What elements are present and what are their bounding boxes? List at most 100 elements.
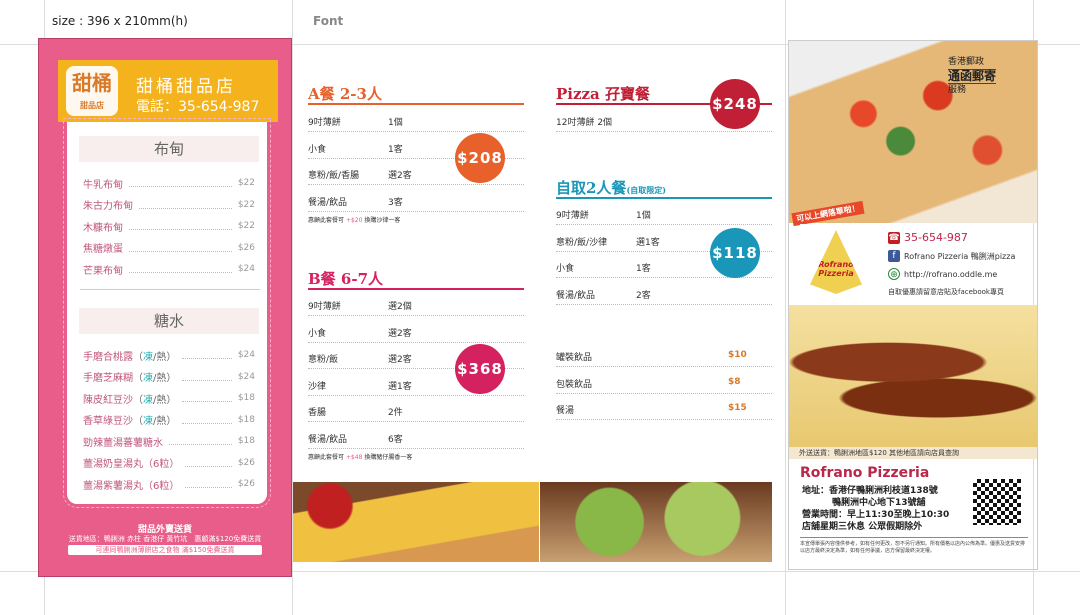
set-row: 小食 1客 xyxy=(308,142,524,159)
temp-option: （凍/熱） xyxy=(133,394,177,406)
drink-row: 罐裝飲品 $10 xyxy=(556,350,772,367)
qr-code[interactable] xyxy=(973,479,1021,525)
item-price: $24 xyxy=(237,264,255,274)
contact-website[interactable]: ⊕ http://rofrano.oddle.me xyxy=(888,268,997,280)
leader-dots xyxy=(129,179,232,187)
set-qty: 3客 xyxy=(388,197,403,208)
section-title: 布甸 xyxy=(79,136,259,162)
set-qty: 選1客 xyxy=(388,381,412,392)
set-item: 意粉/飯/香腸 xyxy=(308,171,360,181)
set-row: 餐湯/飲品 2客 xyxy=(556,288,772,305)
leader-dots xyxy=(185,480,232,488)
set-item: 意粉/飯/沙律 xyxy=(556,237,608,248)
temp-option: （凍/熱） xyxy=(133,416,177,427)
drink-price: $8 xyxy=(728,376,741,387)
dessert-logo: 甜桶 甜品店 xyxy=(66,66,118,116)
menu-item: 牛乳布甸 $22 xyxy=(83,176,255,191)
set-qty: 1個 xyxy=(388,118,403,128)
leader-dots xyxy=(182,373,232,381)
pickup-set-price: $118 xyxy=(710,228,760,278)
item-name: 陳皮紅豆沙 xyxy=(83,394,133,406)
menu-item: 薑湯紫薯湯丸（6粒） $26 xyxy=(83,477,255,492)
guide-line xyxy=(0,571,1080,572)
set-item: 沙律 xyxy=(308,381,327,392)
section-title: 糖水 xyxy=(79,308,259,334)
menu-item: 朱古力布甸 $22 xyxy=(83,198,255,213)
item-name: 手磨芝麻糊 xyxy=(83,373,133,384)
menu-item: 薑湯奶皇湯丸（6粒） $26 xyxy=(83,456,255,471)
leader-dots xyxy=(129,244,232,252)
menu-item: 木糠布甸 $22 xyxy=(83,219,255,234)
shop-name: 甜桶甜品店 xyxy=(136,77,236,97)
drink-row: 包裝飲品 $8 xyxy=(556,377,772,394)
set-qty: 選2客 xyxy=(388,355,412,365)
item-name: 薑湯紫薯湯丸（6粒） xyxy=(83,480,180,492)
set-row: 意粉/飯/沙律 選1客 xyxy=(556,235,772,252)
item-name: 朱古力布甸 xyxy=(83,201,133,212)
item-price: $24 xyxy=(237,371,255,382)
set-a-title: A餐 2-3人 xyxy=(308,85,382,103)
pizzeria-panel xyxy=(788,40,1038,570)
menu-item: 香草綠豆沙 （凍/熱） $18 xyxy=(83,413,255,428)
postal-stamp: 香港郵政 通函郵寄 服務 xyxy=(948,57,997,95)
item-price: $22 xyxy=(237,178,255,188)
leader-dots xyxy=(169,437,232,445)
opening-hours: 營業時間：早上11:30至晚上10:30 xyxy=(802,510,950,520)
set-b-price: $368 xyxy=(455,344,505,394)
set-item: 餐湯/飲品 xyxy=(308,434,348,445)
item-price: $24 xyxy=(237,350,255,360)
divider xyxy=(308,288,524,290)
set-qty: 選2客 xyxy=(388,328,412,339)
leader-dots xyxy=(185,459,232,467)
set-qty: 選2個 xyxy=(388,302,412,312)
globe-icon: ⊕ xyxy=(888,268,900,280)
leader-dots xyxy=(139,201,232,209)
pizza-set-title: Pizza 孖寶餐 xyxy=(556,85,650,103)
facebook-icon: f xyxy=(888,250,900,262)
set-row: 9吋薄餅 1個 xyxy=(308,115,524,132)
contact-facebook[interactable]: f Rofrano Pizzeria 鴨脷洲pizza xyxy=(888,250,1015,262)
item-name: 手磨合桃露 xyxy=(83,351,133,363)
item-name: 木糠布甸 xyxy=(83,222,123,234)
set-row: 沙律 選1客 xyxy=(308,379,524,396)
set-item: 意粉/飯 xyxy=(308,355,339,365)
pickup-set-title: 自取2人餐(自取限定) xyxy=(556,179,667,197)
font-label: Font xyxy=(313,14,344,28)
size-label: size : 396 x 210mm(h) xyxy=(52,14,188,28)
set-qty: 選1客 xyxy=(636,237,660,248)
shop-phone: 電話：35-654-987 xyxy=(136,99,260,115)
item-price: $18 xyxy=(237,393,255,403)
set-row: 香腸 2件 xyxy=(308,405,524,422)
leader-dots xyxy=(182,394,232,402)
set-row: 9吋薄餅 選2個 xyxy=(308,299,524,316)
pizza-photo xyxy=(293,482,539,562)
item-price: $26 xyxy=(237,242,255,253)
item-price: $22 xyxy=(237,221,255,231)
item-price: $18 xyxy=(237,414,255,425)
set-item: 香腸 xyxy=(308,408,327,418)
drink-name: 包裝飲品 xyxy=(556,379,593,390)
item-name: 牛乳布甸 xyxy=(83,179,123,191)
item-price: $26 xyxy=(237,457,255,468)
dessert-footer-note: 可連同鴨脷洲薄餅店之食物 滿$150免費送貨 xyxy=(68,545,262,555)
divider xyxy=(556,197,772,199)
set-row: 意粉/飯/香腸 選2客 xyxy=(308,168,524,185)
set-a-price: $208 xyxy=(455,133,505,183)
set-qty: 6客 xyxy=(388,434,403,445)
item-name: 香草綠豆沙 xyxy=(83,416,133,427)
set-row: 餐湯/飲品 3客 xyxy=(308,195,524,212)
set-row: 小食 1客 xyxy=(556,261,772,278)
set-item: 小食 xyxy=(556,264,575,274)
set-qty: 選2客 xyxy=(388,171,412,181)
pizza-photo xyxy=(789,41,1037,223)
set-row: 12吋薄餅 2個 xyxy=(556,115,772,132)
leader-dots xyxy=(129,265,232,273)
leader-dots xyxy=(129,222,232,230)
set-b-note: 惠顧此套餐可 +$48 換購豬仔腸香一客 xyxy=(308,454,413,461)
menu-item: 手磨芝麻糊 （凍/熱） $24 xyxy=(83,370,255,385)
leader-dots xyxy=(182,351,232,359)
delivery-note: 外送送貨：鴨脷洲地區$120 其他地區請向店員查詢 xyxy=(789,447,1037,459)
temp-option: （凍/熱） xyxy=(133,373,177,384)
menu-item: 陳皮紅豆沙 （凍/熱） $18 xyxy=(83,391,255,406)
drink-price: $15 xyxy=(728,403,747,413)
